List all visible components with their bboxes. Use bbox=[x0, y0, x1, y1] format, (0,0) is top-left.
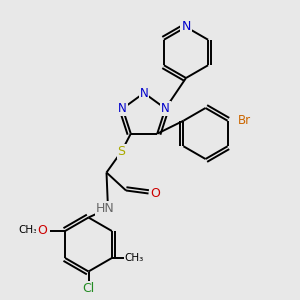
Text: O: O bbox=[150, 187, 160, 200]
Text: N: N bbox=[118, 102, 127, 115]
Text: O: O bbox=[37, 224, 47, 237]
Text: Cl: Cl bbox=[82, 281, 94, 295]
Text: N: N bbox=[161, 102, 170, 115]
Text: CH₃: CH₃ bbox=[124, 253, 143, 263]
Text: HN: HN bbox=[96, 202, 115, 215]
Text: S: S bbox=[118, 145, 125, 158]
Text: Br: Br bbox=[238, 114, 250, 127]
Text: N: N bbox=[181, 20, 191, 34]
Text: N: N bbox=[140, 86, 148, 100]
Text: CH₃: CH₃ bbox=[18, 225, 38, 235]
